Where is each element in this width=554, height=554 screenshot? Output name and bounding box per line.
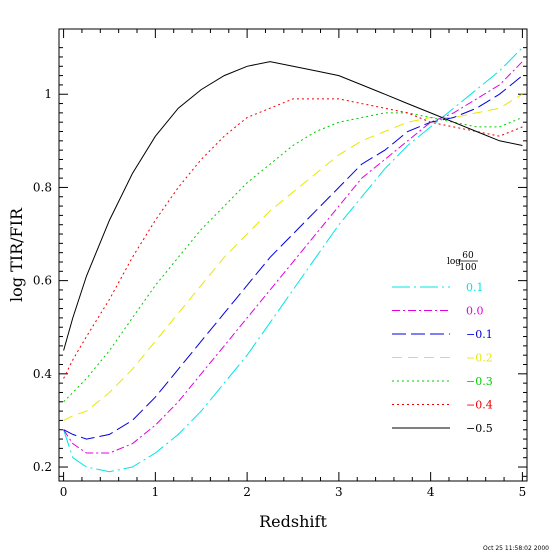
series-line bbox=[63, 75, 523, 440]
legend: log 60 100 0.1 0.0 −0.1 −0.2 −0.3 −0.4 −0.5 bbox=[392, 251, 493, 435]
legend-label: 0.0 bbox=[466, 305, 484, 318]
y-tick-label: 0.8 bbox=[33, 180, 52, 194]
y-tick-label: 1 bbox=[44, 87, 52, 101]
legend-title-prefix: log bbox=[447, 257, 461, 267]
series-lines bbox=[63, 47, 523, 473]
series-line bbox=[63, 112, 523, 403]
x-tick-label: 1 bbox=[152, 485, 160, 499]
plot-timestamp: Oct 25 11:58:02 2000 bbox=[483, 545, 549, 552]
series-line bbox=[63, 61, 523, 351]
legend-label: −0.3 bbox=[466, 375, 493, 388]
axis-ticks bbox=[59, 29, 527, 481]
series-line bbox=[63, 98, 523, 379]
legend-title-numerator: 60 bbox=[462, 251, 474, 261]
x-tick-label: 5 bbox=[519, 485, 527, 499]
x-tick-label: 4 bbox=[427, 485, 435, 499]
legend-label: −0.2 bbox=[466, 352, 493, 365]
legend-label: −0.5 bbox=[466, 422, 493, 435]
x-tick-label: 0 bbox=[60, 485, 68, 499]
y-tick-label: 0.4 bbox=[33, 367, 52, 381]
x-tick-label: 2 bbox=[243, 485, 251, 499]
legend-label: 0.1 bbox=[466, 281, 484, 294]
x-tick-labels: 0 1 2 3 4 5 bbox=[60, 485, 526, 499]
y-axis-label: log TIR/FIR bbox=[7, 207, 26, 302]
x-tick-label: 3 bbox=[335, 485, 343, 499]
legend-label: −0.4 bbox=[466, 399, 493, 412]
y-tick-label: 0.2 bbox=[33, 460, 52, 474]
legend-title-denominator: 100 bbox=[459, 263, 476, 273]
x-axis-label: Redshift bbox=[259, 512, 327, 531]
y-tick-labels: 0.2 0.4 0.6 0.8 1 bbox=[33, 87, 52, 474]
legend-label: −0.1 bbox=[466, 328, 493, 341]
y-tick-label: 0.6 bbox=[33, 274, 52, 288]
plot-frame bbox=[58, 28, 528, 482]
